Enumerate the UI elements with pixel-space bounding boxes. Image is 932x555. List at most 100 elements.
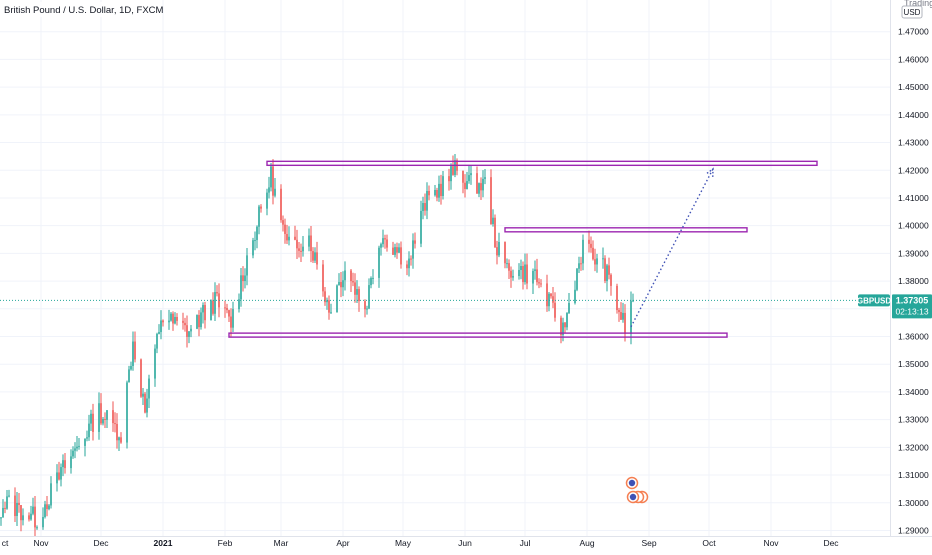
candle <box>620 302 622 320</box>
candle <box>266 188 268 216</box>
grid-layer <box>0 0 890 536</box>
candle <box>238 293 240 313</box>
candle-body <box>406 264 408 269</box>
candle-body <box>442 176 444 196</box>
candle-body <box>198 315 200 328</box>
candle-body <box>602 258 604 260</box>
candle <box>16 491 18 526</box>
candle <box>196 314 198 330</box>
candle <box>254 231 256 251</box>
candle-body <box>452 166 454 175</box>
candle <box>310 225 312 263</box>
candle-body <box>510 270 512 278</box>
candle <box>378 245 380 288</box>
candle <box>328 295 330 320</box>
candle <box>420 200 422 248</box>
candle <box>270 163 272 192</box>
candle <box>400 241 402 269</box>
price-tick-label: 1.45000 <box>898 82 929 92</box>
candle <box>484 169 486 185</box>
candle-body <box>154 348 156 379</box>
candle-body <box>184 322 186 326</box>
candle <box>118 436 120 451</box>
candle-body <box>398 247 400 253</box>
candle <box>244 268 246 289</box>
price-tick-label: 1.41000 <box>898 193 929 203</box>
candle <box>396 242 398 259</box>
candle <box>316 241 318 270</box>
candle-body <box>22 515 24 521</box>
candle <box>412 233 414 269</box>
candle-body <box>356 289 358 295</box>
time-tick-label: Jun <box>458 538 472 548</box>
candle-body <box>230 316 232 328</box>
candle-body <box>574 289 576 304</box>
candle-body <box>464 182 466 189</box>
candle <box>286 224 288 244</box>
symbol-price-badge: GBPUSD 1.37305 02:13:13 <box>857 294 932 319</box>
candle <box>142 387 144 406</box>
candle-body <box>224 307 226 309</box>
time-tick-label: ct <box>2 538 9 548</box>
candle <box>462 170 464 194</box>
candle <box>210 299 212 321</box>
candle-body <box>256 226 258 241</box>
candle <box>14 487 16 523</box>
candle-body <box>100 403 102 424</box>
candle-body <box>596 258 598 265</box>
candle <box>116 413 118 449</box>
candle <box>22 508 24 526</box>
candle <box>274 177 276 198</box>
candle <box>352 272 354 287</box>
candle-body <box>204 305 206 321</box>
candle-body <box>20 505 22 521</box>
candle-body <box>340 282 342 288</box>
candle <box>62 454 64 477</box>
candle-body <box>228 310 230 317</box>
candle-body <box>274 188 276 196</box>
candle <box>366 305 368 315</box>
price-tick-label: 1.43000 <box>898 138 929 148</box>
candle <box>534 260 536 280</box>
currency-badge[interactable] <box>901 5 923 19</box>
candle <box>324 286 326 306</box>
candle-body <box>14 495 16 517</box>
candles-layer <box>0 154 634 538</box>
candle <box>552 287 554 309</box>
event-markers[interactable] <box>625 476 649 504</box>
candle <box>70 449 72 474</box>
candle <box>608 257 610 280</box>
candle <box>338 273 340 286</box>
candle <box>518 263 520 280</box>
candle-body <box>260 206 262 209</box>
candle-body <box>616 285 618 311</box>
candle <box>86 430 88 442</box>
time-tick-label: Jul <box>520 538 531 548</box>
time-tick-label: Nov <box>763 538 779 548</box>
candle <box>522 261 524 290</box>
candle <box>104 412 106 429</box>
candle-body <box>554 302 556 318</box>
candle-body <box>28 515 30 520</box>
candle <box>84 438 86 457</box>
projection-layer <box>630 167 714 328</box>
candle <box>44 500 46 519</box>
event-flag-inner-icon <box>629 493 637 501</box>
candle <box>154 344 156 387</box>
candle-body <box>630 301 632 335</box>
candle-body <box>508 263 510 271</box>
candle <box>88 414 90 441</box>
candle <box>30 505 32 521</box>
candle <box>188 330 190 344</box>
candle <box>616 283 618 314</box>
candle <box>508 259 510 280</box>
candle <box>442 170 444 200</box>
candle-body <box>64 460 66 469</box>
candle <box>132 331 134 371</box>
candle-body <box>368 285 370 309</box>
candle <box>32 497 34 516</box>
candle <box>190 324 192 338</box>
candle <box>102 416 104 426</box>
